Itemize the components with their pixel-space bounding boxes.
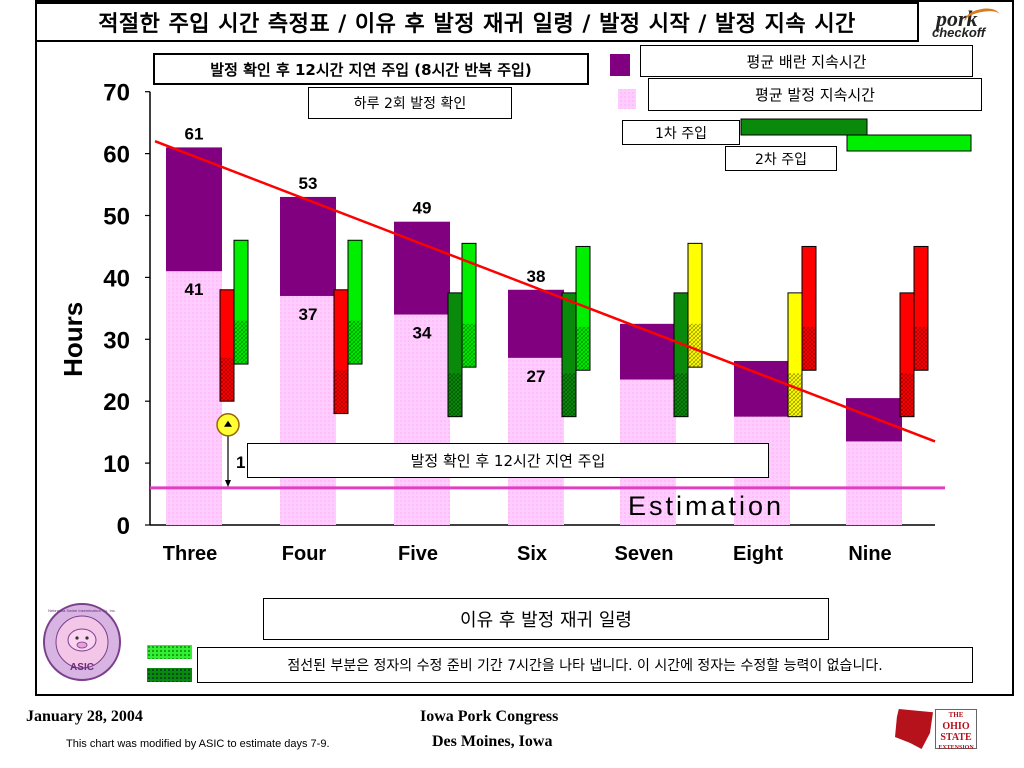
second-dose-bar-hatch — [348, 320, 362, 365]
second-dose-bar-hatch — [576, 326, 590, 371]
estimation-label: Estimation — [628, 491, 784, 521]
second-dose-bar-hatch — [462, 323, 476, 368]
x-tick-label: Three — [163, 543, 217, 565]
asic-logo: ASIC Nebraska Swine Insemination Co. Inc… — [43, 603, 121, 681]
estrus-onset-bar — [734, 360, 790, 417]
estrus-value-label: 49 — [413, 199, 432, 218]
second-dose-bar-hatch — [802, 326, 816, 371]
y-tick-label: 40 — [103, 265, 130, 292]
x-tick-label: Eight — [733, 543, 783, 565]
pork-checkoff-logo: pork checkoff — [924, 5, 1008, 42]
legend-first-dose: 1차 주입 — [622, 120, 740, 145]
footer-event: Iowa Pork Congress — [420, 708, 559, 725]
onset-trend-line — [154, 140, 936, 443]
first-dose-bar-hatch — [900, 373, 914, 417]
first-dose-bar-hatch — [674, 373, 688, 417]
ohio-state-shape-icon — [895, 709, 933, 749]
legend-second-dose: 2차 주입 — [725, 146, 837, 171]
pork-logo-word: pork — [936, 6, 978, 31]
first-dose-bar-hatch — [220, 357, 234, 402]
annotation-arrow-head-icon — [225, 480, 231, 487]
ovulation-bar — [280, 295, 336, 525]
ovulation-bar — [508, 357, 564, 525]
osu-line3: STATE — [940, 732, 972, 743]
delay-repeat-box: 발정 확인 후 12시간 지연 주입 (8시간 반복 주입) — [153, 53, 589, 85]
y-tick-label: 30 — [103, 327, 130, 354]
annotation-digit: 1 — [236, 453, 245, 472]
y-tick-label: 0 — [117, 513, 130, 540]
twice-daily-box: 하루 2회 발정 확인 — [308, 87, 512, 119]
first-dose-bar-hatch — [448, 373, 462, 417]
first-dose-bar-hatch — [334, 370, 348, 414]
first-dose-bar-hatch — [562, 373, 576, 417]
x-tick-label: Seven — [615, 543, 674, 565]
legend-swatch-purple — [610, 54, 630, 76]
y-tick-label: 20 — [103, 389, 130, 416]
chart-legend — [610, 54, 972, 152]
legend-first-dose-swatch — [740, 118, 868, 136]
estrus-onset-bar — [620, 323, 676, 380]
delay-box: 발정 확인 후 12시간 지연 주입 — [247, 443, 769, 478]
ovulation-value-label: 27 — [527, 367, 546, 386]
ovulation-bar — [166, 271, 222, 525]
ovulation-bar — [846, 441, 902, 525]
estrus-value-label: 53 — [299, 174, 318, 193]
y-axis-label: Hours — [58, 302, 88, 377]
footer-date: January 28, 2004 — [26, 708, 143, 725]
legend-swatch-dark-green — [147, 668, 192, 682]
second-dose-bar-hatch — [914, 326, 928, 371]
ovulation-value-label: 34 — [413, 324, 432, 343]
estrus-onset-bar — [846, 398, 902, 442]
y-tick-label: 50 — [103, 204, 130, 231]
asic-logo-ring-text: Nebraska Swine Insemination Co. Inc. — [48, 608, 116, 613]
annotation-marker-arrow-icon — [224, 420, 232, 427]
osu-line2: OHIO — [942, 721, 970, 732]
asic-logo-text: ASIC — [70, 662, 94, 673]
x-tick-label: Six — [517, 543, 547, 565]
second-dose-bar-hatch — [234, 320, 248, 365]
second-dose-bar-hatch — [688, 323, 702, 368]
legend-avg-ovulation: 평균 배란 지속시간 — [640, 45, 973, 77]
estrus-value-label: 61 — [185, 124, 204, 143]
ohio-state-logo: THE OHIO STATE EXTENSION — [895, 703, 977, 753]
legend-swatch-bright-green — [147, 645, 192, 659]
estrus-value-label: 38 — [527, 267, 546, 286]
x-tick-label: Five — [398, 543, 438, 565]
dose-bars — [219, 239, 929, 418]
osu-line1: THE — [948, 711, 964, 719]
osu-line4: EXTENSION — [938, 745, 974, 751]
x-tick-label: Four — [282, 543, 327, 565]
y-tick-label: 70 — [103, 80, 130, 107]
checkoff-logo-word: checkoff — [932, 25, 986, 40]
chart-lines — [150, 140, 945, 490]
ovulation-bar — [394, 314, 450, 525]
y-tick-label: 60 — [103, 142, 130, 169]
slide-title: 적절한 주입 시간 측정표 / 이유 후 발정 재귀 일령 / 발정 시작 / … — [35, 2, 919, 42]
ohio-state-text: THE OHIO STATE EXTENSION — [935, 709, 977, 751]
dotted-explanation-box: 점선된 부분은 정자의 수정 준비 기간 7시간을 나타 냅니다. 이 시간에 … — [197, 647, 973, 683]
ovulation-value-label: 37 — [299, 305, 318, 324]
x-tick-label: Nine — [848, 543, 891, 565]
first-dose-bar-hatch — [788, 373, 802, 417]
chart-labels: 61 41 53 37 49 34 38 27 Estimation 1 — [185, 124, 784, 521]
footer-note: This chart was modified by ASIC to estim… — [66, 738, 330, 750]
estrus-onset-bar — [280, 196, 336, 296]
weaning-days-box: 이유 후 발정 재귀 일령 — [263, 598, 829, 640]
y-tick-label: 10 — [103, 451, 130, 478]
legend-swatch-pink — [618, 89, 636, 109]
ovulation-value-label: 41 — [185, 280, 204, 299]
legend-second-dose-swatch — [846, 134, 972, 152]
legend-avg-estrus: 평균 발정 지속시간 — [648, 78, 982, 111]
estrus-onset-bar — [166, 147, 222, 272]
footer-location: Des Moines, Iowa — [432, 733, 553, 750]
estrus-onset-bar — [508, 289, 564, 358]
